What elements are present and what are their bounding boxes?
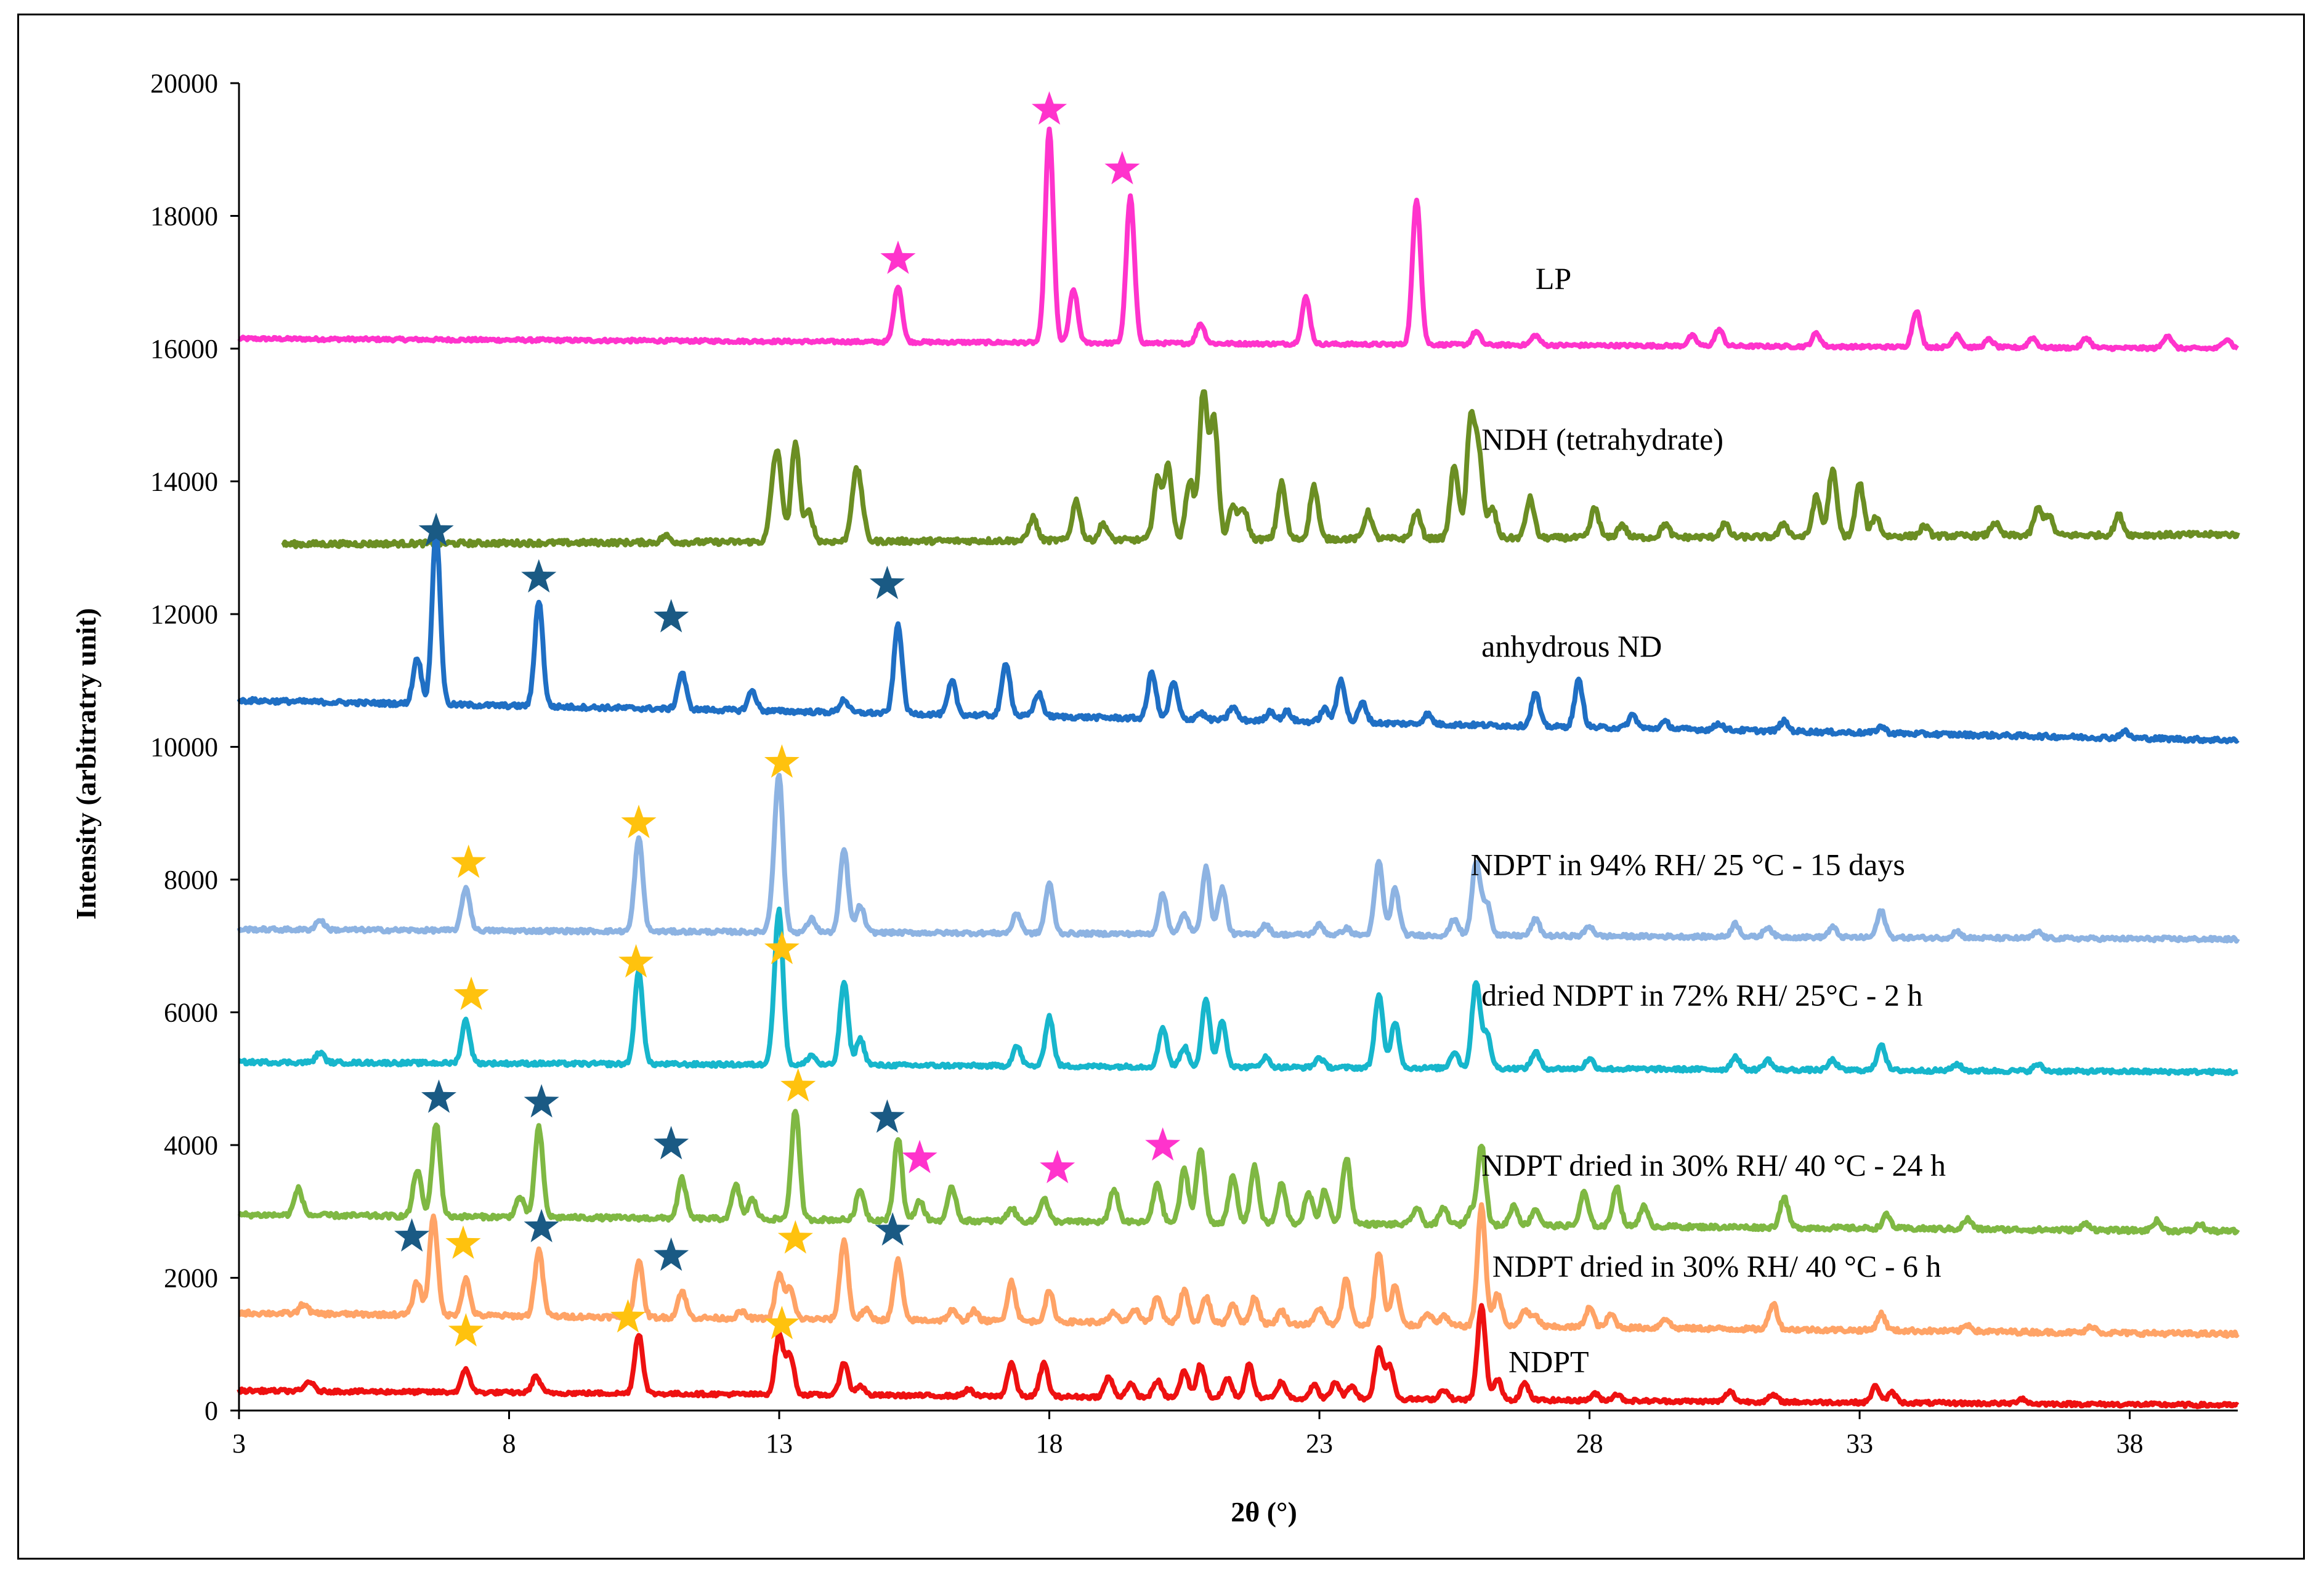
star-marker-2-7: [445, 1225, 481, 1259]
star-marker-0-0: [880, 240, 916, 274]
star-marker-1-10: [654, 1237, 689, 1271]
y-tick-label: 2000: [164, 1263, 218, 1294]
star-marker-2-6: [780, 1068, 816, 1102]
x-axis-title: 2θ (°): [1231, 1496, 1297, 1528]
axis-layer: 3 8 13 18 23 28 33 3802000400060008000100001200…: [150, 68, 2238, 1459]
star-marker-0-5: [1145, 1127, 1181, 1161]
y-tick-label: 20000: [150, 68, 218, 99]
star-marker-1-1: [521, 559, 557, 593]
star-marker-1-7: [869, 1099, 905, 1133]
star-marker-2-1: [621, 804, 657, 838]
star-marker-2-8: [777, 1220, 813, 1254]
series-label-7: NDPT: [1508, 1345, 1589, 1379]
star-marker-1-0: [418, 512, 454, 546]
star-marker-2-5: [764, 931, 800, 965]
series-label-2: anhydrous ND: [1481, 629, 1662, 663]
star-marker-2-9: [448, 1313, 484, 1346]
x-tick-label: 18: [1036, 1428, 1063, 1459]
series-label-6: NDPT dried in 30% RH/ 40 °C - 6 h: [1492, 1249, 1941, 1283]
x-tick-label: 3: [232, 1428, 246, 1459]
y-tick-label: 14000: [150, 467, 218, 497]
star-marker-0-3: [902, 1140, 937, 1173]
y-tick-label: 0: [204, 1396, 218, 1426]
star-marker-1-8: [394, 1218, 430, 1252]
star-marker-1-6: [654, 1125, 689, 1160]
star-marker-1-2: [654, 599, 689, 633]
series-label-4: dried NDPT in 72% RH/ 25°C - 2 h: [1481, 978, 1922, 1013]
star-marker-0-4: [1040, 1149, 1075, 1183]
series-label-1: NDH (tetrahydrate): [1481, 422, 1723, 456]
star-marker-2-2: [764, 744, 800, 778]
y-tick-label: 12000: [150, 599, 218, 630]
series-line-4: [238, 906, 2239, 1077]
series-line-2: [237, 530, 2240, 745]
y-tick-label: 8000: [164, 865, 218, 895]
x-tick-label: 33: [1846, 1428, 1873, 1459]
y-tick-label: 4000: [164, 1130, 218, 1160]
series-line-5: [237, 1109, 2240, 1236]
star-marker-1-4: [421, 1079, 456, 1113]
label-layer: LP NDH (tetrahydrate) anhydrous ND NDPT in …: [1471, 261, 1946, 1379]
figure-frame: [17, 14, 2305, 1560]
star-marker-1-11: [875, 1212, 910, 1246]
star-marker-0-1: [1032, 91, 1067, 125]
series-label-5: NDPT dried in 30% RH/ 40 °C - 24 h: [1481, 1148, 1946, 1183]
y-axis-title: Intensity (arbitratry unit): [70, 608, 102, 920]
x-tick-label: 23: [1306, 1428, 1333, 1459]
star-marker-1-3: [869, 565, 905, 599]
marker-layer: [394, 91, 1181, 1346]
series-layer: [237, 126, 2240, 1409]
series-line-3: [237, 772, 2240, 944]
y-tick-label: 10000: [150, 732, 218, 763]
star-marker-2-3: [453, 976, 489, 1010]
series-label-0: LP: [1536, 261, 1571, 296]
y-tick-label: 16000: [150, 334, 218, 364]
series-line-6: [238, 1202, 2240, 1339]
series-line-7: [237, 1303, 2240, 1409]
star-marker-1-9: [524, 1209, 559, 1242]
star-marker-1-5: [524, 1084, 559, 1118]
x-tick-label: 8: [503, 1428, 516, 1459]
star-marker-2-4: [618, 944, 654, 978]
x-tick-label: 38: [2116, 1428, 2144, 1459]
x-tick-label: 28: [1576, 1428, 1603, 1459]
x-tick-label: 13: [766, 1428, 793, 1459]
star-marker-2-10: [610, 1299, 646, 1333]
star-marker-0-2: [1104, 151, 1140, 185]
star-marker-2-0: [451, 844, 487, 878]
series-line-0: [237, 126, 2240, 352]
series-label-3: NDPT in 94% RH/ 25 °C - 15 days: [1471, 847, 1905, 881]
series-line-1: [281, 389, 2240, 549]
y-tick-label: 6000: [164, 998, 218, 1028]
y-tick-label: 18000: [150, 201, 218, 232]
star-marker-2-11: [764, 1305, 800, 1340]
